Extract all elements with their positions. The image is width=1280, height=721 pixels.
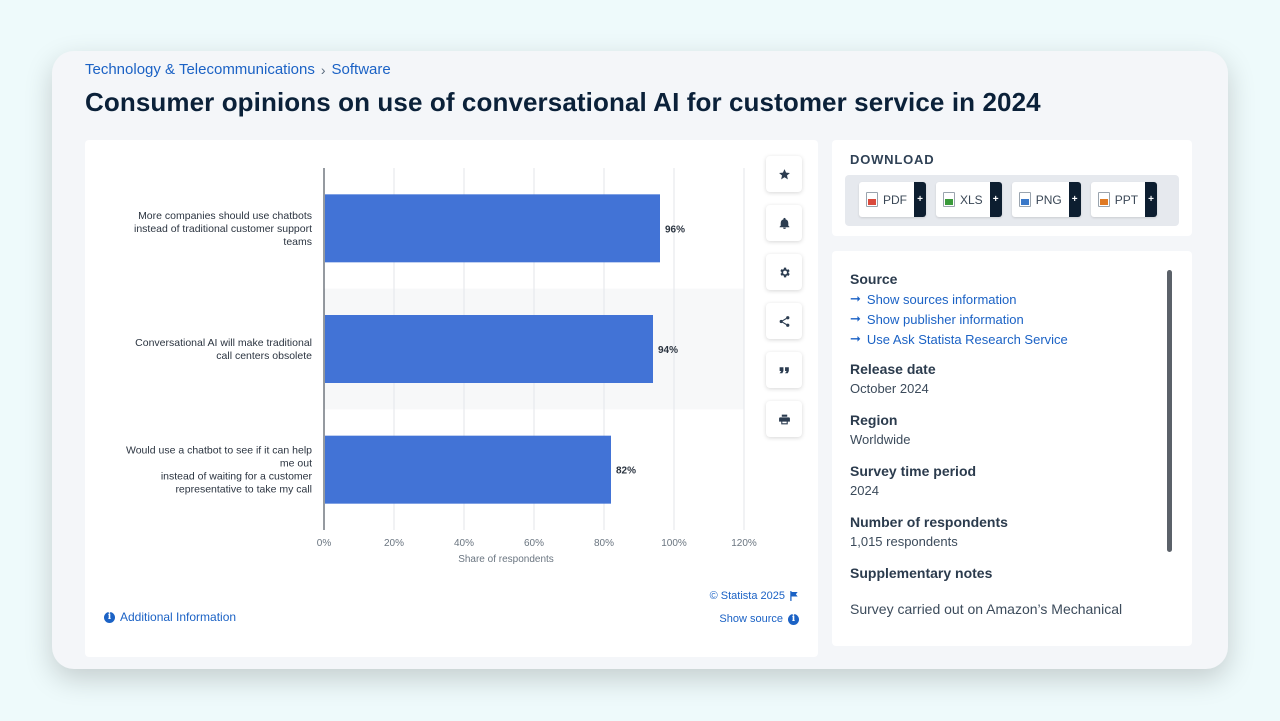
download-png-label: PNG (1035, 192, 1062, 207)
ppt-file-icon (1097, 192, 1110, 207)
print-icon (778, 414, 790, 424)
statistic-details-panel: Source ➞ Show sources information ➞ Show p… (832, 251, 1192, 646)
show-sources-label: Show sources information (866, 291, 1017, 307)
x-axis-label: Share of respondents (458, 554, 554, 565)
x-tick-label: 80% (594, 538, 614, 549)
x-tick-label: 100% (661, 538, 687, 549)
region-value: Worldwide (850, 432, 911, 447)
show-source-label: Show source (719, 613, 783, 625)
survey-period-value: 2024 (850, 483, 879, 498)
arrow-right-icon: ➞ (850, 291, 861, 306)
info-icon: i (104, 611, 115, 623)
show-publisher-link[interactable]: ➞ Show publisher information (850, 311, 1160, 327)
download-png-button[interactable]: PNG + (1011, 182, 1081, 217)
page-title: Consumer opinions on use of conversation… (85, 87, 1041, 117)
additional-information-label: Additional Information (120, 610, 237, 624)
download-buttons: PDF + XLS + PNG + PPT + (845, 175, 1179, 226)
pdf-file-icon (866, 192, 878, 207)
respondents-value: 1,015 respondents (850, 534, 958, 549)
star-icon (778, 168, 790, 179)
x-tick-label: 120% (731, 538, 757, 549)
download-xls-button[interactable]: XLS + (936, 182, 1002, 217)
show-sources-link[interactable]: ➞ Show sources information (850, 291, 1160, 307)
bar-value-label: 96% (665, 224, 685, 235)
bar-value-label: 94% (658, 345, 678, 356)
region-title: Region (850, 412, 898, 428)
respondents-title: Number of respondents (850, 514, 1008, 530)
arrow-right-icon: ➞ (850, 331, 861, 346)
download-xls-plus[interactable]: + (989, 182, 1002, 217)
release-date-title: Release date (850, 361, 936, 377)
details-scrollbar[interactable] (1167, 270, 1172, 552)
chart-panel: 0% 20% 40% 60% 80% 100% 120% 96% More companies … (85, 140, 818, 657)
print-button[interactable] (766, 401, 802, 437)
gear-icon (779, 267, 790, 277)
share-button[interactable] (766, 303, 802, 339)
category-label: Would use a chatbot to see if it can hel… (126, 445, 312, 457)
quote-icon (779, 366, 789, 373)
category-label: instead of traditional customer support (134, 223, 312, 235)
bar[interactable] (325, 194, 660, 263)
survey-period-title: Survey time period (850, 463, 977, 479)
category-label: call centers obsolete (216, 350, 312, 362)
breadcrumb-separator: › (320, 61, 326, 78)
download-heading: DOWNLOAD (850, 152, 935, 167)
x-tick-label: 0% (317, 538, 332, 549)
download-panel: DOWNLOAD PDF + XLS + PNG + PPT + (832, 140, 1192, 236)
category-label: instead of waiting for a customer (161, 471, 313, 483)
share-icon (779, 315, 789, 327)
statistic-card: Technology & Telecommunications › Softwa… (52, 51, 1228, 669)
details-content: Source ➞ Show sources information ➞ Show p… (850, 271, 1160, 617)
bar[interactable] (325, 435, 611, 504)
bar-value-label: 82% (616, 466, 636, 477)
download-ppt-button[interactable]: PPT + (1090, 182, 1158, 217)
source-title: Source (850, 271, 898, 287)
category-label: representative to take my call (175, 484, 312, 496)
research-service-link[interactable]: ➞ Use Ask Statista Research Service (850, 331, 1160, 347)
arrow-right-icon: ➞ (850, 311, 861, 326)
x-tick-label: 20% (384, 538, 404, 549)
category-label: More companies should use chatbots (138, 210, 312, 222)
x-tick-label: 40% (454, 538, 474, 549)
show-publisher-label: Show publisher information (866, 311, 1024, 327)
download-ppt-label: PPT (1114, 192, 1139, 207)
copyright-label: © Statista 2025 (709, 590, 785, 602)
download-pdf-plus[interactable]: + (914, 182, 926, 217)
category-label: teams (283, 236, 312, 248)
download-png-plus[interactable]: + (1068, 182, 1081, 217)
research-service-label: Use Ask Statista Research Service (866, 331, 1068, 347)
download-xls-label: XLS (960, 192, 983, 207)
flag-icon[interactable] (790, 591, 799, 601)
breadcrumb: Technology & Telecommunications › Softwa… (85, 61, 391, 78)
info-icon: i (788, 613, 799, 625)
supplementary-notes-title: Supplementary notes (850, 565, 993, 581)
bell-icon (779, 217, 789, 229)
supplementary-notes-text: Survey carried out on Amazon’s Mechanica… (850, 601, 1123, 617)
chart-toolbar (766, 156, 802, 437)
category-label: Conversational AI will make traditional (135, 337, 312, 349)
bar-chart: 0% 20% 40% 60% 80% 100% 120% 96% More companies … (126, 168, 757, 565)
download-ppt-plus[interactable]: + (1145, 182, 1158, 217)
bar[interactable] (325, 315, 653, 383)
copyright-notice: © Statista 2025 (710, 590, 799, 602)
x-tick-label: 60% (524, 538, 544, 549)
settings-button[interactable] (766, 254, 802, 290)
png-file-icon (1018, 192, 1031, 207)
additional-information-link[interactable]: i Additional Information (104, 610, 236, 624)
favorite-button[interactable] (766, 156, 802, 192)
cite-button[interactable] (766, 352, 802, 388)
download-pdf-button[interactable]: PDF + (859, 182, 926, 217)
breadcrumb-category-link[interactable]: Technology & Telecommunications (85, 61, 315, 78)
xls-file-icon (943, 192, 955, 207)
show-source-link[interactable]: Show source i (719, 613, 799, 625)
notification-button[interactable] (766, 205, 802, 241)
release-date-value: October 2024 (850, 381, 929, 396)
download-pdf-label: PDF (883, 192, 907, 207)
category-label: me out (280, 458, 312, 470)
breadcrumb-subcategory-link[interactable]: Software (331, 61, 391, 78)
source-links: ➞ Show sources information ➞ Show publishe… (850, 291, 1160, 347)
